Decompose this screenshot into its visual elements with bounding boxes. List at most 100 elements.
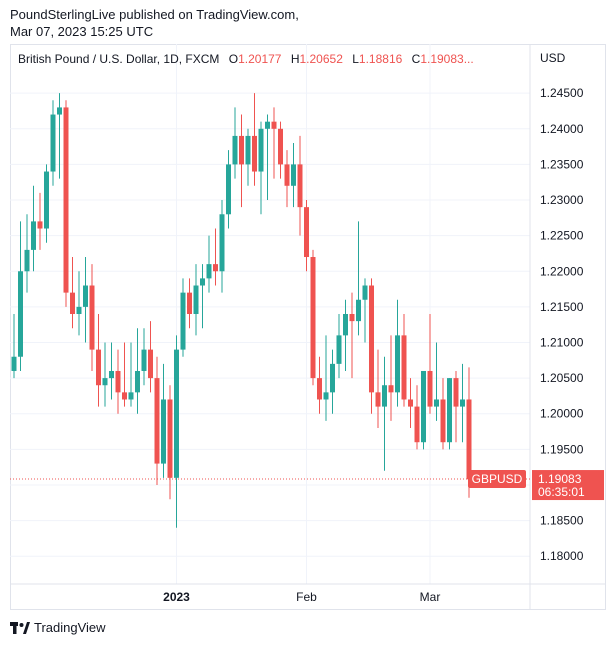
candle-body	[174, 349, 179, 478]
candle-body	[50, 114, 56, 172]
candle-body	[44, 171, 49, 229]
candle-body	[440, 399, 446, 443]
candle-body	[109, 370, 114, 379]
candle-body	[102, 378, 108, 386]
candle-body	[154, 378, 160, 464]
currency-label: USD	[540, 51, 566, 65]
candle-body	[115, 370, 121, 393]
symbol-tag	[468, 470, 526, 489]
last-price-tag	[532, 470, 604, 501]
candle-body	[245, 135, 251, 165]
candle-body	[122, 392, 127, 400]
legend-low-label: L	[352, 52, 359, 66]
y-tick-label: 1.23000	[540, 193, 584, 207]
candle-body	[232, 135, 238, 165]
y-tick-label: 1.20500	[540, 371, 584, 385]
y-tick-label: 1.22500	[540, 229, 584, 243]
publisher-info: PoundSterlingLive published on TradingVi…	[10, 6, 299, 40]
tradingview-brand[interactable]: TradingView	[10, 620, 106, 635]
y-tick-label: 1.21000	[540, 335, 584, 349]
x-tick-label: 2023	[163, 590, 190, 604]
candle-body	[427, 370, 433, 407]
candle-body	[284, 164, 290, 186]
last-price-value: 1.19083	[538, 472, 582, 486]
y-tick-label: 1.20000	[540, 407, 584, 421]
candle-body	[291, 164, 296, 186]
candle-body	[24, 249, 30, 272]
bar-countdown: 06:35:01	[538, 485, 585, 499]
candle-body	[362, 285, 368, 300]
candle-body	[460, 399, 465, 407]
candle-body	[213, 264, 218, 272]
candle-body	[135, 370, 140, 393]
candle-body	[70, 292, 75, 314]
chart-frame	[10, 44, 606, 610]
y-tick-label: 1.22000	[540, 264, 584, 278]
y-tick-label: 1.23500	[540, 157, 584, 171]
publish-date: Mar 07, 2023 15:25 UTC	[10, 24, 154, 39]
candle-body	[258, 128, 264, 172]
brand-name: TradingView	[34, 620, 106, 635]
candle-body	[297, 164, 303, 208]
candlestick-chart[interactable]: 1.24500 1.24000 1.23500 1.23000 1.22500 1.220…	[10, 44, 606, 610]
candle-body	[466, 399, 472, 480]
y-tick-label: 1.18500	[540, 514, 584, 528]
candle-body	[336, 335, 342, 364]
candle-body	[128, 392, 134, 400]
candle-body	[343, 314, 348, 336]
candle-body	[206, 264, 212, 279]
candle-body	[447, 378, 452, 443]
candle-body	[304, 207, 309, 258]
candle-body	[226, 164, 231, 215]
candle-body	[96, 349, 101, 386]
legend-high-label: H	[290, 52, 300, 66]
candle-body	[148, 349, 153, 379]
publisher-line: PoundSterlingLive published on TradingVi…	[10, 7, 299, 22]
candle-body	[57, 107, 62, 115]
candle-body	[408, 399, 413, 407]
candle-body	[141, 349, 147, 371]
candle-body	[219, 214, 225, 272]
candle-body	[349, 314, 355, 322]
y-tick-label: 1.21500	[540, 300, 584, 314]
candle-body	[63, 107, 69, 293]
candle-body	[388, 385, 394, 393]
candle-body	[167, 399, 173, 478]
candle-body	[83, 285, 88, 307]
legend-close-label: C	[411, 52, 421, 66]
candle-body	[317, 378, 322, 400]
legend-open-value: 1.20177	[238, 52, 282, 66]
legend-open-label: O	[228, 52, 239, 66]
legend-close-value: 1.19083	[420, 52, 464, 66]
candle-body	[356, 299, 361, 322]
candle-body	[369, 285, 374, 393]
legend-title: British Pound / U.S. Dollar, 1D, FXCM	[18, 52, 220, 66]
candle-body	[161, 399, 166, 464]
x-tick-label: Mar	[420, 590, 441, 604]
legend-high-value: 1.20652	[299, 52, 343, 66]
candle-body	[11, 356, 17, 371]
candle-body	[382, 385, 387, 407]
candle-body	[252, 135, 257, 172]
candle-body	[76, 306, 82, 314]
candle-body	[453, 378, 459, 407]
symbol-tag-label: GBPUSD	[472, 472, 523, 486]
candle-body	[375, 392, 381, 407]
candle-body	[37, 221, 43, 229]
candle-body	[18, 271, 23, 357]
candle-body	[180, 292, 186, 350]
y-tick-label: 1.18000	[540, 549, 584, 563]
candle-body	[278, 128, 283, 165]
candle-body	[31, 221, 36, 250]
candle-body	[200, 278, 205, 286]
candle-body	[271, 121, 277, 129]
candle-body	[323, 392, 329, 400]
candle-body	[434, 399, 439, 407]
candle-body	[193, 285, 199, 314]
candle-body	[395, 335, 400, 393]
legend-low-value: 1.18816	[358, 52, 403, 66]
candle-body	[187, 292, 192, 314]
y-tick-label: 1.19500	[540, 442, 584, 456]
tradingview-logo-icon	[10, 621, 30, 634]
candle-body	[421, 370, 426, 443]
